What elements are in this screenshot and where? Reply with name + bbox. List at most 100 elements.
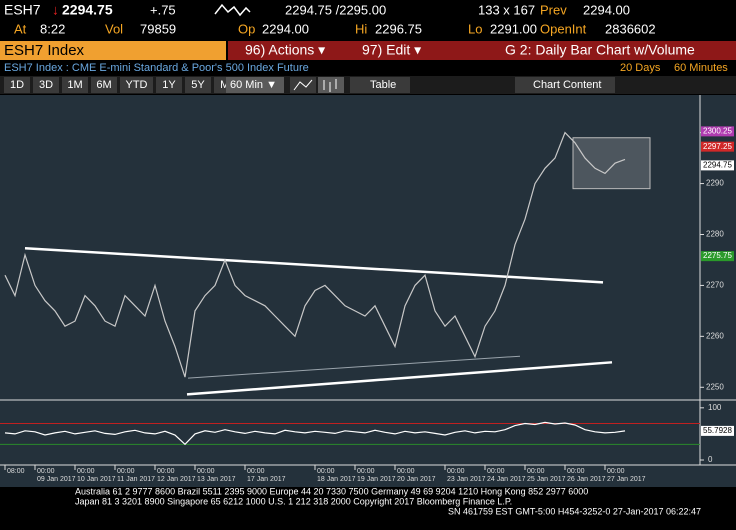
trendline [187,355,521,379]
zone-box [572,137,651,190]
range-label[interactable]: 1Y [162,79,176,91]
price-tag [701,251,734,262]
size: 133 x 167 [478,2,535,17]
label: At [14,21,27,36]
x-date-label: 24 Jan 2017 [487,476,526,483]
range-label[interactable]: 1D [10,79,24,91]
table-button[interactable] [350,77,410,93]
price-tag-label: 2294.75 [703,160,732,169]
label: Op [238,21,255,36]
value: 2291.00 [490,21,537,36]
range-button[interactable] [91,77,117,93]
line-icon [293,79,313,91]
value: 8:22 [40,21,65,36]
x-date-label: 20 Jan 2017 [397,476,436,483]
x-date-label: 19 Jan 2017 [357,476,396,483]
x-date-label: 12 Jan 2017 [157,476,196,483]
range-button[interactable] [156,77,182,93]
security-box[interactable] [0,41,226,60]
range-label[interactable]: 1M [67,79,82,91]
range-button[interactable] [120,77,153,93]
price-line [4,131,626,378]
ticker: ESH7 [4,2,41,18]
arrow: ↓ [52,2,59,18]
range-button[interactable] [4,77,30,93]
x-date-label: 13 Jan 2017 [197,476,236,483]
x-tick-label: 00:00 [247,468,265,475]
footer-line: Australia 61 2 9777 8600 Brazil 5511 239… [75,486,588,496]
range-label[interactable]: 6M [96,79,111,91]
chart-title: G 2: Daily Bar Chart w/Volume [505,42,695,58]
x-date-label: 23 Jan 2017 [447,476,486,483]
range-label[interactable]: 5Y [191,79,205,91]
footer-line: Japan 81 3 3201 8900 Singapore 65 6212 1… [75,496,512,506]
x-tick-label: 00:00 [397,468,415,475]
content-button[interactable] [515,77,615,93]
bid-ask: 2294.75 /2295.00 [285,2,386,17]
y-tick-label: 2290 [706,179,724,188]
y-tick-label: 2270 [706,281,724,290]
x-date-label: 17 Jan 2017 [247,476,286,483]
x-date-label: 09 Jan 2017 [37,476,76,483]
bar-tool[interactable] [318,77,344,93]
chart-content[interactable]: Chart Content [533,79,601,91]
range-label[interactable]: 3D [39,79,53,91]
value: 79859 [140,21,176,36]
label: Vol [105,21,123,36]
price-tag [701,425,734,436]
sparkline-icon [214,3,251,17]
range-button[interactable] [62,77,88,93]
label: OpenInt [540,21,587,36]
menu-bar [228,41,736,60]
chart-panel [0,95,736,487]
range-button[interactable] [33,77,59,93]
value: 2296.75 [375,21,422,36]
x-date-label: 10 Jan 2017 [77,476,116,483]
footer-line: SN 461759 EST GMT-5:00 H454-3252-0 27-Ja… [448,506,701,516]
description: ESH7 Index : CME E-mini Standard & Poor'… [4,62,309,74]
price-tag [701,141,734,152]
x-date-label: 25 Jan 2017 [527,476,566,483]
x-date-label: 26 Jan 2017 [567,476,606,483]
value: 2294.00 [583,2,630,17]
change: +.75 [150,2,176,17]
security[interactable]: ESH7 Index [4,42,85,59]
y-tick-label: 100 [708,403,722,412]
interval-button[interactable] [226,77,284,93]
label: Hi [355,21,367,36]
x-tick-label: 00:00 [37,468,55,475]
table[interactable]: Table [370,79,396,91]
y-tick-label: 0 [708,455,713,464]
oscillator-line [4,421,626,446]
x-date-label: 27 Jan 2017 [607,476,646,483]
x-tick-label: 00:00 [197,468,215,475]
x-tick-label: 00:00 [487,468,505,475]
price-tag-label: 2300.25 [703,126,732,135]
price-tag [701,126,734,137]
range-label[interactable]: YTD [126,79,148,91]
edit-menu[interactable]: 97) Edit ▾ [362,42,421,58]
x-tick-label: 08:00 [7,468,25,475]
x-tick-label: 00:00 [117,468,135,475]
bar-icon [323,79,337,92]
x-tick-label: 00:00 [157,468,175,475]
price-tag-label: 55.7928 [703,426,732,435]
x-tick-label: 00:00 [357,468,375,475]
x-tick-label: 00:00 [447,468,465,475]
actions-menu[interactable]: 96) Actions ▾ [245,42,325,58]
label: Lo [468,21,482,36]
price-tag-label: 2275.75 [703,251,732,260]
plot: 225022602270228022902300010008:0000:0009… [0,126,734,483]
x-date-label: 11 Jan 2017 [117,476,155,483]
interval[interactable]: 60 Min ▼ [230,79,277,91]
y-tick-label: 2250 [706,382,724,391]
value: 2836602 [605,21,656,36]
price-tag-label: 2297.25 [703,142,732,151]
label: Prev [540,2,567,17]
range-button[interactable] [185,77,211,93]
y-tick-label: 2260 [706,331,724,340]
range: 20 Days [620,62,661,74]
price-tag [701,160,734,171]
y-tick-label: 2280 [706,230,724,239]
